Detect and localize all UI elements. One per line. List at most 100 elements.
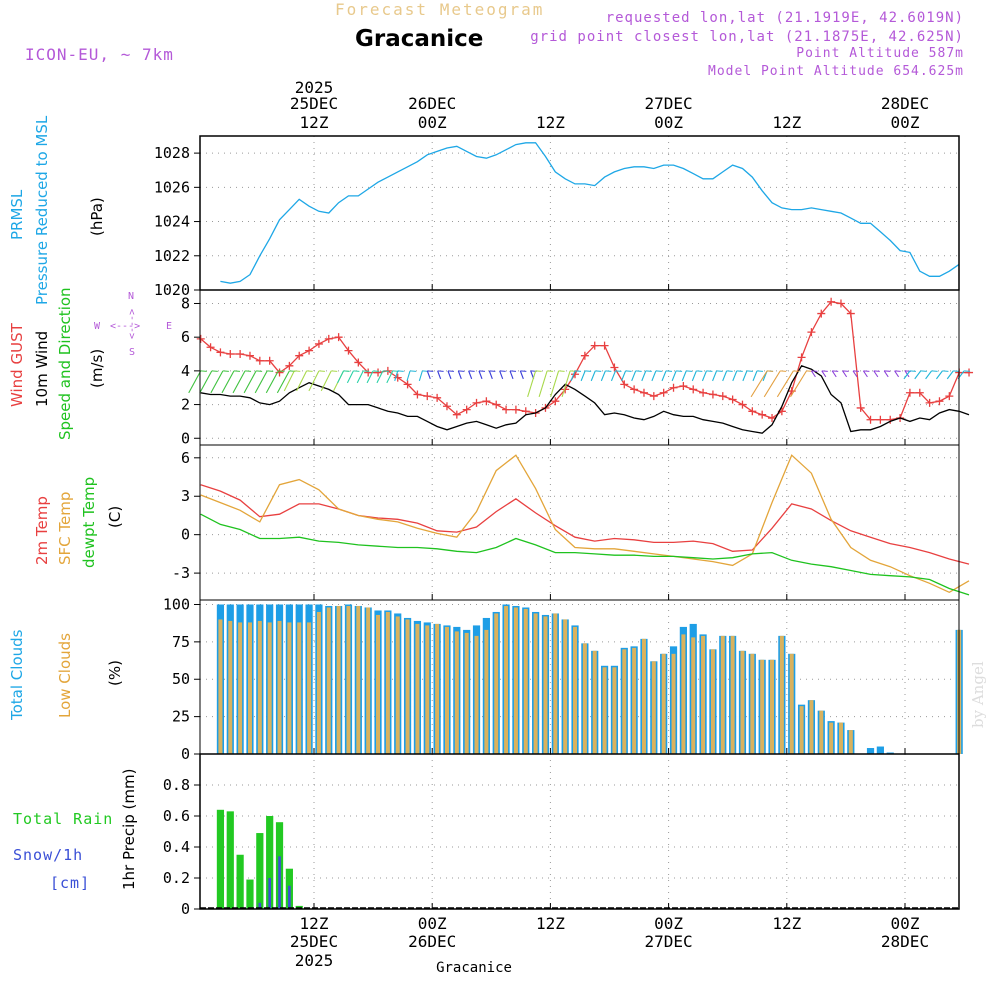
gust-marker	[876, 415, 885, 424]
wind-direction-barb	[346, 370, 354, 384]
gridpoint-coords: grid point closest lon,lat (21.1875E, 42…	[530, 29, 964, 45]
bar-low-clouds	[395, 616, 400, 754]
bar-low-clouds	[474, 635, 479, 754]
gust-marker	[374, 368, 383, 377]
gust-marker	[886, 415, 895, 424]
gust-marker	[738, 400, 747, 409]
y-tick-label: 25	[172, 708, 190, 726]
gust-marker	[935, 397, 944, 406]
compass-west: W	[94, 321, 101, 332]
bar-low-clouds	[622, 649, 627, 754]
precip-snow-unit: [cm]	[50, 874, 91, 892]
wind-direction-barb	[676, 370, 683, 372]
y-tick-label: 2	[181, 396, 190, 414]
wind-direction-barb	[210, 370, 224, 394]
bar-low-clouds	[366, 607, 371, 754]
wind-direction-barb	[894, 370, 900, 378]
wind-direction-barb	[651, 370, 657, 382]
gust-marker	[827, 297, 836, 306]
wind-direction-barb	[681, 370, 687, 382]
gust-marker	[521, 407, 530, 416]
bar-low-clouds	[504, 605, 509, 754]
wind-direction-barb	[308, 370, 320, 392]
wind-direction-barb	[842, 370, 848, 378]
y-tick-label: 4	[181, 362, 190, 380]
gust-marker	[423, 392, 432, 401]
bar-low-clouds	[415, 623, 420, 754]
gust-marker	[502, 405, 511, 414]
y-tick-label: 0.8	[163, 776, 190, 794]
bar-low-clouds	[435, 623, 440, 754]
bar-low-clouds	[651, 661, 656, 754]
y-tick-label: 3	[181, 487, 190, 505]
gust-marker	[285, 361, 294, 370]
wind-direction-barb	[600, 370, 606, 382]
bar-low-clouds	[257, 620, 262, 754]
wind-direction-barb	[199, 370, 213, 394]
wind-direction-barb	[211, 370, 218, 372]
gust-marker	[245, 351, 254, 360]
bar-total-rain	[256, 833, 264, 909]
bar-low-clouds	[740, 650, 745, 754]
bar-low-clouds	[543, 616, 548, 754]
wind-direction-barb	[821, 370, 827, 378]
wind-direction-barb	[763, 370, 781, 398]
gust-marker	[403, 380, 412, 389]
bar-total-rain	[246, 879, 254, 909]
bar-low-clouds	[838, 722, 843, 754]
bar-low-clouds	[464, 632, 469, 754]
wind-direction-barb	[318, 370, 325, 372]
meteogram-subtitle: Forecast Meteogram	[335, 0, 545, 19]
gust-marker	[442, 402, 451, 411]
wind-direction-barb	[535, 370, 542, 372]
gust-marker	[856, 403, 865, 412]
bar-low-clouds	[730, 635, 735, 754]
gust-marker	[866, 415, 875, 424]
wind-direction-barb	[558, 370, 565, 372]
bar-low-clouds	[612, 667, 617, 754]
top-axis-date: 27DEC	[645, 94, 693, 113]
wind-direction-barb	[914, 370, 922, 380]
bar-low-clouds	[819, 710, 824, 754]
wind-direction-barb	[862, 370, 868, 378]
y-tick-label: 0	[181, 526, 190, 544]
wind-direction-barb	[832, 370, 839, 372]
gust-marker	[630, 385, 639, 394]
series-line-10m-wind	[200, 365, 970, 434]
gust-marker	[659, 388, 668, 397]
panel-frame	[199, 444, 960, 601]
wind-direction-barb	[894, 370, 901, 372]
gust-marker	[817, 309, 826, 318]
bottom-axis-date: 27DEC	[645, 932, 693, 951]
wind-direction-barb	[810, 370, 816, 378]
y-tick-label: 6	[181, 449, 190, 467]
wind-direction-barb	[478, 370, 486, 372]
wind-direction-barb	[356, 370, 364, 384]
wind-direction-barb	[610, 370, 616, 382]
compass-we-arrow: <--->	[110, 321, 141, 332]
bar-low-clouds	[385, 611, 390, 754]
bar-low-clouds	[228, 620, 233, 754]
wind-direction-barb	[499, 370, 506, 372]
wind-direction-barb	[478, 370, 483, 380]
bar-low-clouds	[582, 643, 587, 754]
bar-total-rain	[216, 809, 225, 909]
bar-low-clouds	[641, 638, 646, 754]
bar-low-clouds	[277, 620, 282, 754]
gust-marker	[600, 341, 609, 350]
wind-direction-barb	[665, 370, 673, 372]
data-layer	[188, 142, 974, 909]
wind-direction-barb	[691, 370, 697, 382]
bar-low-clouds	[316, 611, 321, 754]
wind-direction-barb	[245, 370, 252, 372]
wind-direction-barb	[331, 370, 338, 372]
wind-direction-barb	[595, 370, 602, 372]
gust-marker	[925, 398, 934, 407]
top-axis-date: 26DEC	[408, 94, 456, 113]
wind-direction-barb	[394, 370, 399, 382]
wind-direction-barb	[964, 370, 971, 372]
bar-low-clouds	[691, 637, 696, 754]
gust-marker	[669, 383, 678, 392]
wind-direction-barb	[580, 370, 586, 382]
gust-marker	[649, 392, 658, 401]
